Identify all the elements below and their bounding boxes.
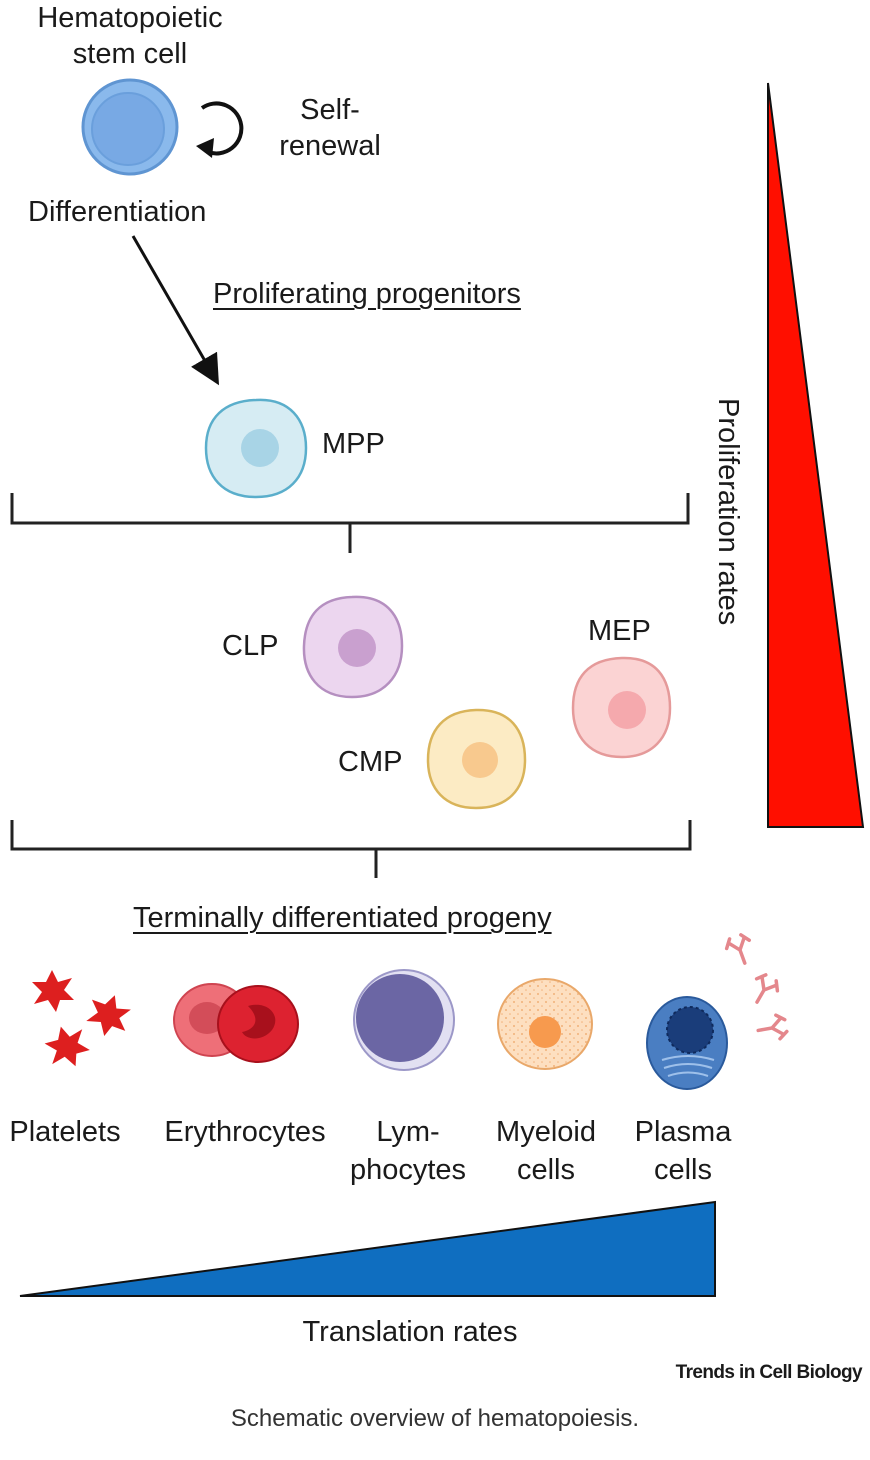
clp-cell-icon — [302, 595, 404, 699]
stem-cell-title-line2: stem cell — [72, 38, 188, 71]
progenitor-bracket — [10, 493, 690, 553]
terminally-differentiated-heading: Terminally differentiated progeny — [133, 902, 552, 934]
proliferation-rates-label: Proliferation rates — [712, 398, 744, 626]
translation-rates-triangle — [19, 1200, 716, 1297]
figure-caption: Schematic overview of hematopoiesis. — [230, 1405, 640, 1432]
cmp-cell-icon — [426, 708, 527, 810]
mep-label: MEP — [588, 615, 651, 647]
progeny-label-lymphocytes: Lym- phocytes — [308, 1113, 508, 1189]
stem-cell-icon — [81, 78, 179, 176]
progeny-label-plasma: Plasma cells — [583, 1113, 783, 1189]
platelets-icon — [32, 970, 131, 1067]
myeloid-cell-icon — [497, 978, 593, 1070]
self-renewal-label: Self- renewal — [268, 92, 392, 165]
progeny-label-line1: Platelets — [9, 1116, 121, 1148]
progeny-bracket — [10, 820, 692, 878]
proliferating-progenitors-heading: Proliferating progenitors — [213, 278, 521, 310]
stem-cell-title-line1: Hematopoietic — [37, 2, 223, 34]
differentiation-label: Differentiation — [28, 196, 207, 228]
self-renewal-arrow-icon — [196, 101, 244, 158]
progeny-label-myeloid: Myeloid cells — [446, 1113, 646, 1189]
proliferation-rates-triangle — [767, 82, 865, 828]
progeny-label-platelets: Platelets — [0, 1113, 165, 1151]
stem-cell-title: Hematopoietic stem cell — [20, 0, 240, 73]
progeny-label-line2: cells — [516, 1154, 575, 1186]
mpp-label: MPP — [322, 428, 385, 460]
progeny-label-line1: Myeloid — [496, 1116, 596, 1148]
self-renewal-line1: Self- — [300, 94, 360, 126]
plasma-cell-icon — [646, 996, 728, 1090]
clp-label: CLP — [222, 630, 279, 662]
antibody-icons — [724, 933, 789, 1041]
lymphocyte-icon — [353, 969, 455, 1071]
mep-cell-icon — [571, 656, 672, 759]
erythrocytes-icon — [173, 983, 299, 1063]
differentiation-arrow — [131, 235, 219, 386]
cmp-label: CMP — [338, 746, 403, 778]
self-renewal-line2: renewal — [279, 130, 381, 163]
translation-rates-label: Translation rates — [302, 1316, 518, 1348]
progeny-label-line1: Lym- — [376, 1116, 440, 1148]
progeny-label-line2: cells — [653, 1154, 712, 1186]
mpp-cell-icon — [204, 398, 308, 499]
progeny-label-erythrocytes: Erythrocytes — [145, 1113, 345, 1151]
progeny-label-line1: Erythrocytes — [164, 1116, 326, 1148]
progeny-label-line2: phocytes — [349, 1154, 467, 1186]
journal-brand: Trends in Cell Biology — [675, 1362, 863, 1383]
progeny-label-line1: Plasma — [634, 1116, 732, 1148]
